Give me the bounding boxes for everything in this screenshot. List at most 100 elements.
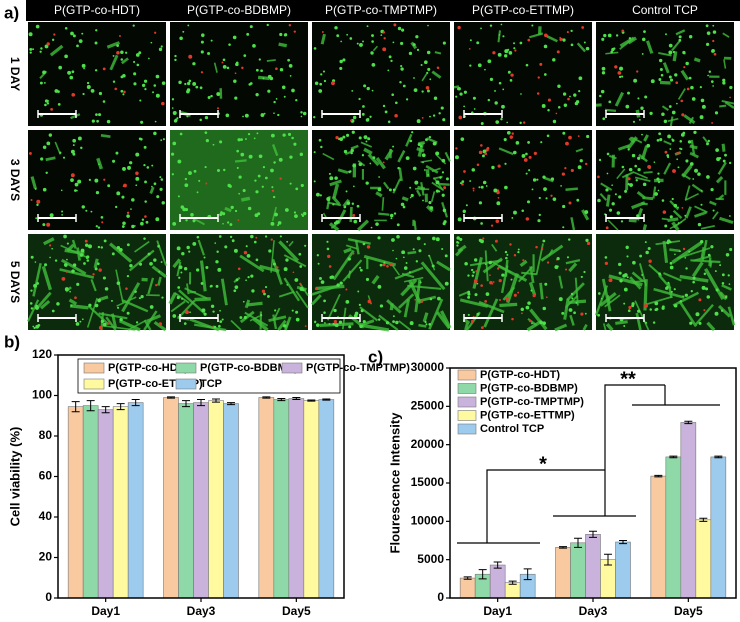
cell-speck	[159, 176, 162, 179]
cell-speck	[492, 51, 496, 55]
cell-speck	[46, 102, 50, 105]
cell-speck	[184, 177, 188, 181]
cell-speck	[532, 178, 537, 182]
cell-speck	[557, 84, 561, 88]
cell-speck	[388, 188, 392, 192]
cell-speck	[391, 238, 395, 242]
cell-speck	[240, 138, 243, 141]
cell-speck	[288, 24, 292, 27]
cell-speck	[121, 225, 125, 228]
cell-speck	[120, 58, 124, 61]
cell-streak	[669, 248, 681, 253]
cell-speck	[86, 81, 90, 85]
cell-speck	[699, 115, 704, 120]
cell-streak	[605, 322, 614, 332]
cell-streak	[278, 42, 288, 48]
cell-speck	[690, 85, 694, 90]
cell-streak	[121, 282, 141, 313]
cell-speck	[392, 315, 395, 318]
cell-speck	[561, 311, 565, 315]
cell-speck	[257, 212, 261, 216]
cell-speck	[568, 135, 572, 140]
cell-speck	[351, 202, 355, 205]
cell-speck	[172, 111, 177, 116]
cell-speck	[42, 70, 46, 75]
cell-speck	[64, 26, 68, 30]
cell-speck	[49, 213, 54, 218]
cell-speck	[196, 268, 200, 272]
cell-speck	[184, 310, 189, 315]
cell-speck	[227, 183, 231, 188]
cell-speck	[237, 138, 241, 142]
cell-speck	[506, 121, 508, 124]
cell-speck	[287, 132, 292, 136]
cell-speck	[511, 216, 514, 219]
cell-speck	[542, 175, 546, 179]
cell-speck	[176, 117, 179, 120]
cell-streak	[543, 176, 554, 183]
cell-speck	[691, 97, 696, 101]
cell-speck	[353, 185, 355, 188]
cell-speck	[438, 112, 441, 115]
cell-streak	[347, 238, 371, 245]
cell-speck	[347, 257, 351, 261]
cell-speck	[618, 75, 622, 79]
cell-speck	[409, 321, 414, 326]
cell-speck	[316, 254, 319, 257]
cell-speck	[200, 281, 204, 285]
cell-streak	[213, 62, 218, 73]
cell-speck	[116, 51, 120, 55]
cell-streak	[157, 276, 162, 286]
cell-speck	[584, 162, 588, 166]
cell-speck	[475, 270, 478, 273]
cell-streak	[604, 108, 617, 113]
cell-speck	[547, 108, 550, 112]
cell-speck	[144, 200, 147, 203]
micrograph	[312, 22, 450, 126]
cell-speck	[221, 61, 224, 64]
column-header: P(GTP-co-ETTMP)	[472, 3, 574, 17]
cell-speck	[670, 290, 673, 294]
cell-speck	[535, 245, 538, 249]
cell-speck	[697, 172, 701, 176]
cell-speck	[721, 281, 725, 285]
cell-speck	[140, 295, 144, 299]
cell-speck	[365, 181, 369, 185]
cell-speck	[214, 242, 217, 244]
cell-speck	[100, 216, 104, 219]
cell-streak	[252, 317, 269, 332]
y-tick-label: 60	[39, 469, 53, 483]
cell-streak	[634, 176, 651, 182]
cell-speck	[688, 250, 691, 253]
cell-speck	[258, 154, 263, 159]
cell-streak	[400, 278, 418, 297]
cell-speck	[183, 322, 187, 325]
bar	[82, 405, 99, 599]
cell-speck	[603, 33, 607, 38]
cell-speck	[106, 119, 111, 124]
cell-speck	[684, 214, 687, 217]
cell-speck	[95, 29, 98, 32]
cell-speck	[601, 66, 606, 71]
cell-speck	[332, 322, 335, 326]
cell-speck	[686, 87, 690, 91]
cell-streak	[565, 258, 581, 265]
cell-speck	[392, 320, 395, 323]
cell-speck	[126, 211, 130, 214]
cell-streak	[121, 57, 129, 65]
cell-streak	[397, 150, 406, 163]
row-label: 5 DAYS	[8, 261, 22, 303]
panel-label: c)	[368, 347, 383, 366]
bar	[615, 541, 631, 599]
cell-speck	[463, 90, 467, 94]
cell-speck	[650, 79, 655, 84]
cell-speck	[70, 173, 75, 178]
cell-speck	[684, 257, 687, 259]
cell-speck	[289, 182, 292, 185]
cell-speck	[188, 54, 193, 59]
bar	[258, 397, 275, 599]
cell-speck	[597, 175, 600, 179]
cell-speck	[107, 184, 111, 188]
cell-speck	[543, 33, 548, 38]
cell-speck	[334, 26, 338, 30]
